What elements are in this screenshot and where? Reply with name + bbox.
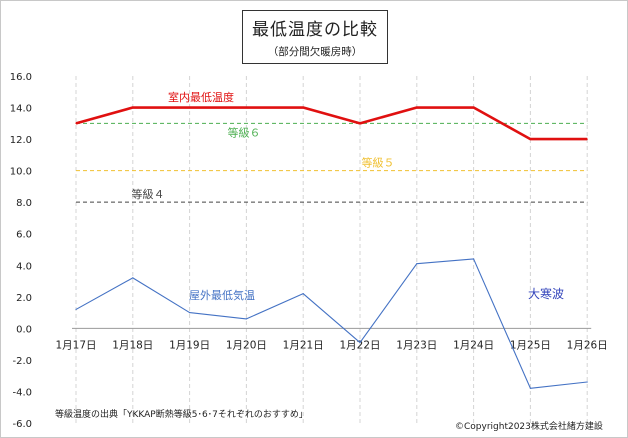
chart-subtitle: （部分間欠暖房時）	[267, 46, 363, 58]
x-tick-label: 1月24日	[453, 339, 494, 351]
series-label: 室内最低温度	[168, 90, 234, 104]
data-point	[586, 381, 588, 383]
data-point	[359, 122, 361, 124]
y-tick-label: -2.0	[12, 356, 32, 367]
y-tick-label: 4.0	[16, 261, 32, 272]
y-tick-label: 8.0	[16, 198, 32, 209]
y-tick-label: 2.0	[16, 293, 32, 304]
data-point	[302, 106, 304, 109]
reference-line-label: 等級４	[132, 187, 165, 201]
data-point	[245, 318, 247, 320]
y-tick-label: 6.0	[16, 230, 32, 241]
y-tick-label: 16.0	[10, 72, 32, 83]
data-point	[189, 311, 191, 314]
data-point	[416, 106, 418, 109]
series-line	[75, 106, 588, 141]
copyright-note: ©Copyright2023株式会社緒方建設	[455, 422, 603, 432]
x-tick-label: 1月21日	[283, 339, 324, 351]
data-point	[529, 387, 532, 389]
source-note: 等級温度の出典「YKKAP断熱等級5･6･7それぞれのおすすめ」	[55, 410, 308, 420]
x-tick-label: 1月26日	[567, 339, 608, 351]
data-point	[359, 341, 361, 344]
data-point	[473, 106, 475, 109]
data-point	[132, 277, 134, 279]
y-tick-label: 14.0	[10, 104, 32, 115]
data-point	[245, 106, 247, 109]
y-tick-label: -4.0	[12, 387, 32, 398]
data-point	[75, 308, 77, 311]
data-point	[189, 106, 191, 109]
chart-title: 最低温度の比較	[252, 20, 378, 40]
series-line	[75, 258, 588, 389]
data-point	[586, 138, 588, 140]
x-tick-label: 1月25日	[510, 339, 551, 351]
data-point	[132, 106, 134, 109]
series-label: 屋外最低気温	[189, 288, 255, 302]
x-tick-label: 1月17日	[55, 339, 96, 351]
x-tick-label: 1月20日	[226, 339, 267, 351]
y-tick-label: -6.0	[12, 419, 32, 430]
data-point	[473, 258, 475, 260]
reference-line-label: 等級５	[362, 156, 395, 170]
y-tick-label: 10.0	[10, 167, 32, 178]
reference-line-label: 等級６	[228, 125, 261, 139]
x-tick-label: 1月18日	[112, 339, 153, 351]
y-tick-label: 12.0	[10, 135, 32, 146]
chart-title-box: 最低温度の比較 （部分間欠暖房時）	[242, 10, 388, 64]
data-point	[416, 263, 418, 265]
x-tick-label: 1月22日	[339, 339, 380, 351]
y-tick-label: 0.0	[16, 324, 32, 335]
x-tick-label: 1月19日	[169, 339, 210, 351]
data-point	[75, 122, 77, 124]
data-point	[529, 138, 532, 140]
annotation-label: 大寒波	[528, 286, 564, 301]
x-tick-label: 1月23日	[396, 339, 437, 351]
data-point	[302, 293, 304, 295]
